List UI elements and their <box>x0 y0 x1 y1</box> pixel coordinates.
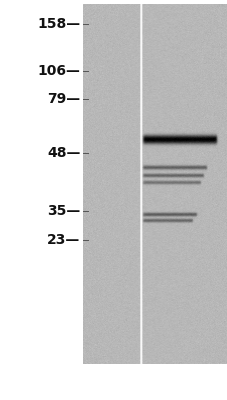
Text: 23—: 23— <box>47 233 80 247</box>
Text: 48—: 48— <box>47 146 80 160</box>
Text: 79—: 79— <box>47 92 80 106</box>
Text: 106—: 106— <box>37 64 80 78</box>
Text: 158—: 158— <box>37 17 80 31</box>
Text: 35—: 35— <box>47 204 80 218</box>
